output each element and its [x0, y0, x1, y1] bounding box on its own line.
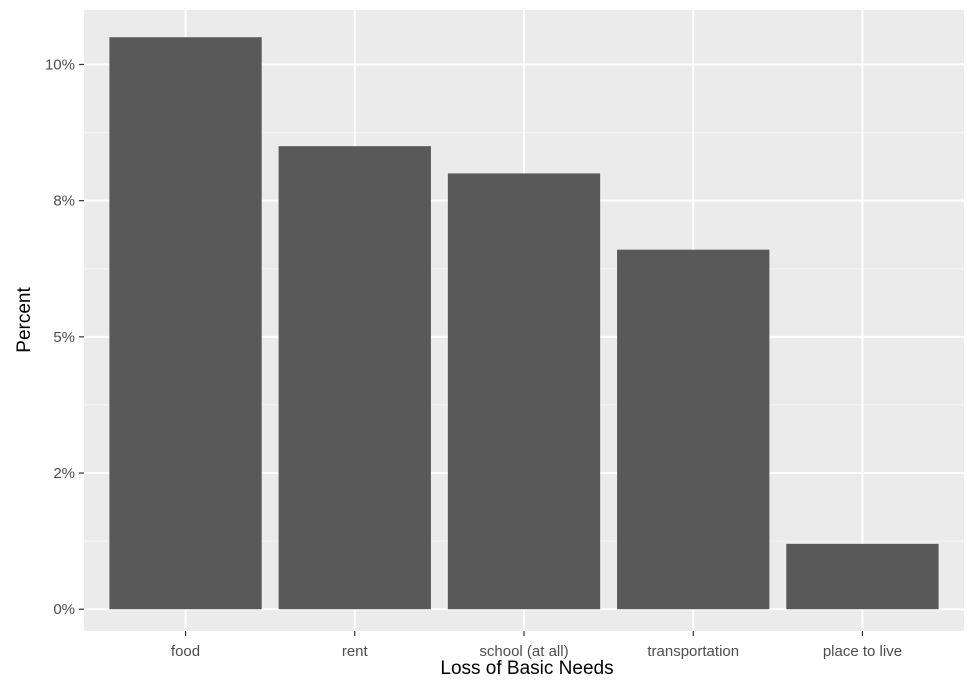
x-tick-label: school (at all) [479, 643, 568, 660]
y-tick-label: 5% [53, 329, 75, 346]
y-tick-label: 2% [53, 465, 75, 482]
x-tick-label: place to live [823, 643, 902, 660]
bar-rent [278, 146, 431, 610]
bars-group [109, 37, 939, 610]
y-axis: 0% 2% 5% 8% 10% [45, 56, 84, 618]
y-tick-label: 10% [45, 56, 75, 73]
x-tick-label: food [171, 643, 200, 660]
y-axis-title: Percent [14, 287, 35, 353]
x-tick-label: rent [342, 643, 369, 660]
x-tick-label: transportation [647, 643, 739, 660]
bar-school-at-all- [447, 173, 601, 610]
bar-transportation [617, 249, 770, 610]
x-axis-title: Loss of Basic Needs [440, 658, 613, 679]
bar-food [109, 37, 262, 610]
y-tick-label: 0% [53, 601, 75, 618]
bar-place-to-live [786, 543, 939, 610]
x-axis: food rent school (at all) transportation pla… [171, 631, 902, 660]
y-tick-label: 8% [53, 193, 75, 210]
